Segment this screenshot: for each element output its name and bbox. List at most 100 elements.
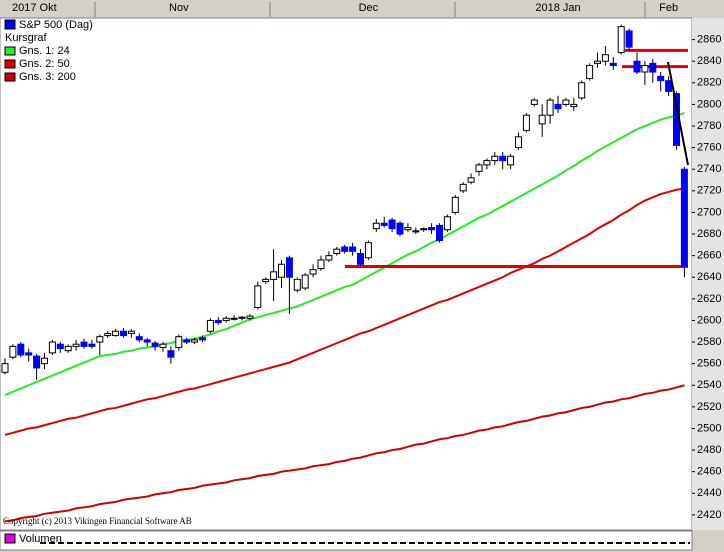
legend-subtitle: Kursgraf	[5, 32, 48, 44]
candle-body	[80, 341, 88, 347]
candle-body	[530, 99, 538, 105]
legend: S&P 500 (Dag) Kursgraf	[4, 19, 93, 44]
time-bar	[0, 0, 724, 18]
candle-body	[364, 242, 372, 259]
candle-body	[499, 155, 507, 162]
y-tick-label: 2840	[697, 55, 721, 67]
y-tick-label: 2460	[697, 466, 721, 478]
candle-body	[372, 222, 380, 230]
candle-body	[72, 343, 80, 347]
volume-swatch	[4, 533, 16, 544]
copyright: Copyright (c) 2013 Vikingen Financial So…	[3, 516, 192, 526]
candle-body	[285, 257, 293, 278]
candle-body	[1, 363, 9, 373]
candle-body	[120, 330, 127, 337]
y-tick-label: 2800	[697, 98, 721, 110]
candle-body	[507, 155, 515, 166]
legend-label: Gns. 3: 200	[19, 71, 76, 83]
candle-body	[475, 164, 483, 172]
x-tick-label: 2018 Jan	[535, 2, 580, 14]
candle-body	[222, 317, 230, 321]
candle-body	[601, 54, 609, 62]
legend-label: Gns. 1: 24	[19, 45, 70, 57]
candle-body	[396, 222, 404, 235]
candle-body	[301, 274, 309, 289]
candle-body	[206, 319, 214, 332]
candle-body	[183, 339, 191, 343]
candle-body	[420, 228, 428, 231]
candle-body	[135, 336, 143, 341]
candle-body	[594, 60, 601, 64]
candle-body	[491, 155, 499, 162]
candle-body	[586, 65, 594, 79]
trend-line	[667, 61, 689, 166]
x-tick-label: Dec	[359, 2, 379, 14]
y-tick-label: 2720	[697, 185, 721, 197]
candle-body	[617, 26, 625, 54]
candle-body	[96, 336, 104, 343]
candle-body	[143, 339, 151, 343]
candle-body	[127, 330, 135, 334]
candle-body	[657, 75, 665, 82]
candle-body	[538, 114, 546, 125]
legend-swatch	[4, 19, 16, 30]
candle-body	[104, 332, 112, 337]
candle-body	[680, 168, 688, 267]
candle-body	[404, 227, 412, 231]
candle-body	[88, 343, 96, 347]
x-tick-label: Feb	[659, 2, 678, 14]
candle-body	[578, 82, 586, 99]
candle-body	[380, 222, 388, 226]
candle-body	[341, 246, 349, 252]
candle-body	[309, 269, 317, 275]
candle-body	[56, 343, 64, 350]
y-tick-label: 2780	[697, 120, 721, 132]
y-tick-label: 2700	[697, 206, 721, 218]
x-tick-label: Nov	[169, 2, 189, 14]
candle-body	[609, 62, 617, 67]
candle-body	[112, 330, 120, 337]
candle-body	[254, 285, 262, 308]
candle-body	[562, 99, 570, 105]
candle-body	[546, 99, 554, 116]
candle-body	[238, 316, 246, 319]
candle-body	[451, 196, 459, 213]
candle-body	[357, 252, 364, 265]
candle-body	[649, 62, 657, 73]
candle-body	[436, 224, 443, 242]
y-tick-label: 2520	[697, 401, 721, 413]
candle-body	[325, 255, 333, 261]
candle-body	[33, 355, 41, 369]
axis-area	[692, 18, 724, 530]
candle-body	[246, 315, 254, 319]
y-tick-label: 2660	[697, 250, 721, 262]
x-tick-label: 2017 Okt	[12, 2, 57, 14]
candle-body	[167, 350, 175, 358]
candle-body	[625, 30, 633, 48]
legend-label: S&P 500 (Dag)	[19, 19, 93, 31]
y-tick-label: 2420	[697, 509, 721, 521]
candle-body	[278, 263, 285, 278]
y-tick-label: 2500	[697, 422, 721, 434]
candle-body	[333, 248, 341, 254]
candle-body	[554, 103, 562, 110]
y-tick-label: 2820	[697, 77, 721, 89]
plot-area	[0, 17, 693, 531]
candle-body	[214, 319, 222, 324]
candle-body	[641, 65, 649, 73]
candle-body	[522, 114, 530, 131]
legend-swatch	[4, 72, 16, 82]
y-tick-label: 2480	[697, 444, 721, 456]
candle-body	[443, 216, 451, 231]
ma-line	[4, 384, 685, 523]
y-tick-label: 2680	[697, 228, 721, 240]
candle-body	[199, 337, 206, 341]
y-tick-label: 2600	[697, 314, 721, 326]
candle-body	[633, 60, 641, 73]
candle-body	[293, 278, 301, 291]
y-tick-label: 2540	[697, 379, 721, 391]
candle-body	[41, 357, 48, 365]
candle-body	[9, 345, 17, 358]
